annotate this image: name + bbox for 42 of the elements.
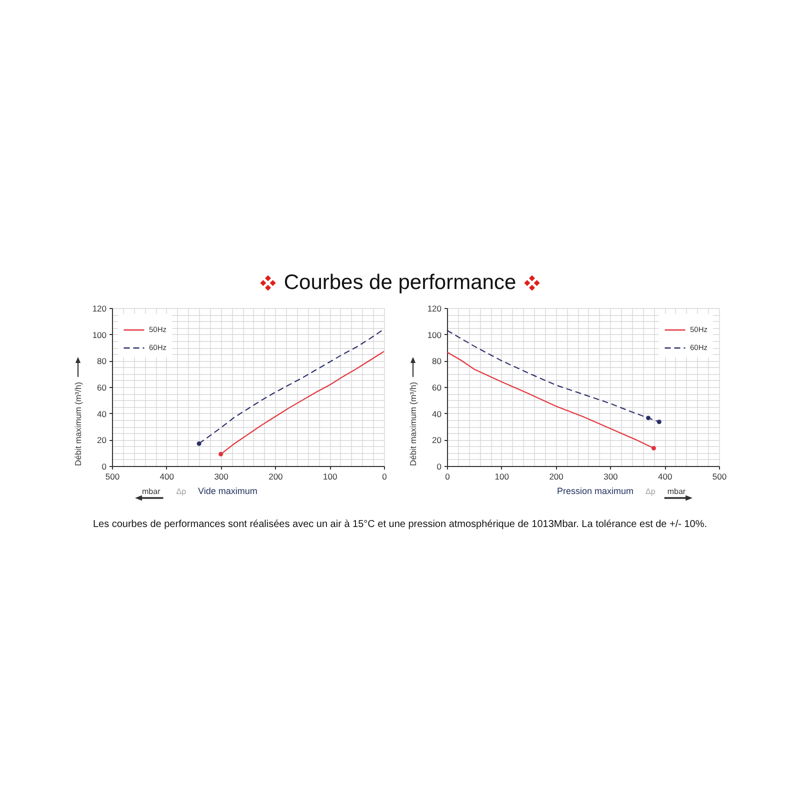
x-tick-label: 400 xyxy=(658,472,672,482)
y-tick-label: 0 xyxy=(436,462,442,472)
text: mbar xyxy=(667,487,686,496)
text: Les courbes de performances sont réalisées avec un air à 15°C et une pression atmosphérique de 1013Mbar. La tolérance est de +/- 10%. xyxy=(92,518,708,532)
chart-title: Courbes de performance xyxy=(284,270,516,296)
line-series xyxy=(446,352,654,449)
x-tick-label: 200 xyxy=(268,472,284,482)
y-axis-title: Débit maximum (m³/h) xyxy=(408,382,418,466)
x-tick-label: 0 xyxy=(445,472,450,482)
line-series xyxy=(220,350,385,455)
y-tick-label: 60 xyxy=(97,382,107,392)
point xyxy=(656,420,662,424)
y-tick-label: 0 xyxy=(102,462,107,472)
text: Δp xyxy=(646,487,656,496)
y-tick-label: 100 xyxy=(427,330,442,340)
x-tick-label: 500 xyxy=(105,472,120,482)
x-tick-label: 100 xyxy=(494,472,510,482)
y-tick-label: 80 xyxy=(432,356,442,366)
point xyxy=(646,416,651,420)
text: mbar xyxy=(142,487,161,496)
x-tick-label: 100 xyxy=(323,472,338,482)
y-tick-label: 20 xyxy=(432,435,442,446)
y-tick-label: 80 xyxy=(97,356,107,366)
x-tick-label: 0 xyxy=(382,472,388,482)
x-tick-label: 300 xyxy=(214,472,229,482)
y-tick-label: 40 xyxy=(97,408,107,419)
text: Δp xyxy=(176,487,187,496)
point xyxy=(651,446,656,450)
line-series xyxy=(198,328,385,444)
x-tick-label: 400 xyxy=(160,472,174,482)
x-axis-title: Vide maximum xyxy=(198,486,258,496)
x-tick-label: 500 xyxy=(712,472,727,482)
x-axis-title: Pression maximum xyxy=(557,486,634,496)
y-tick-label: 20 xyxy=(97,435,107,446)
x-tick-label: 200 xyxy=(549,472,564,482)
y-tick-label: 40 xyxy=(432,408,442,419)
y-tick-label: 100 xyxy=(92,330,107,340)
x-tick-label: 300 xyxy=(604,472,618,482)
y-tick-label: 120 xyxy=(92,304,107,314)
y-tick-label: 60 xyxy=(432,382,442,392)
y-tick-label: 120 xyxy=(427,304,442,314)
y-axis-title: Débit maximum (m³/h) xyxy=(73,382,83,466)
